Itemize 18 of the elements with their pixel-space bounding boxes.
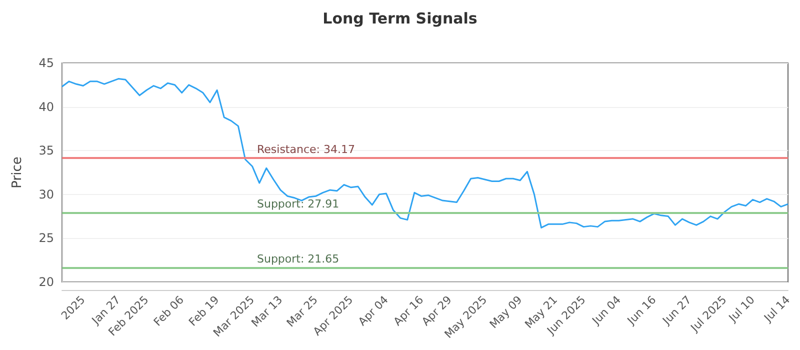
x-tick-label: Jul 14 bbox=[760, 293, 793, 326]
chart-title: Long Term Signals bbox=[322, 10, 478, 28]
y-tick-label: 30 bbox=[38, 187, 54, 202]
ref-line-label: Support: 27.91 bbox=[257, 198, 340, 211]
ref-line-label: Resistance: 34.17 bbox=[257, 142, 355, 156]
x-tick-label: Apr 04 bbox=[356, 293, 391, 328]
x-tick-label: Jun 04 bbox=[589, 293, 624, 328]
y-tick-label: 35 bbox=[38, 144, 54, 158]
y-tick-label: 25 bbox=[38, 231, 54, 246]
y-axis-title: Price bbox=[10, 156, 25, 188]
x-tick-label: Jul 10 bbox=[726, 293, 758, 326]
y-tick-label: 40 bbox=[38, 100, 54, 114]
y-tick-label: 20 bbox=[38, 275, 54, 289]
line-series bbox=[61, 78, 789, 228]
y-tick-label: 45 bbox=[38, 56, 54, 70]
ref-line-label: Support: 21.65 bbox=[257, 252, 340, 266]
x-tick-label: Jun 16 bbox=[624, 293, 659, 328]
x-tick-label: Feb 06 bbox=[151, 293, 186, 329]
